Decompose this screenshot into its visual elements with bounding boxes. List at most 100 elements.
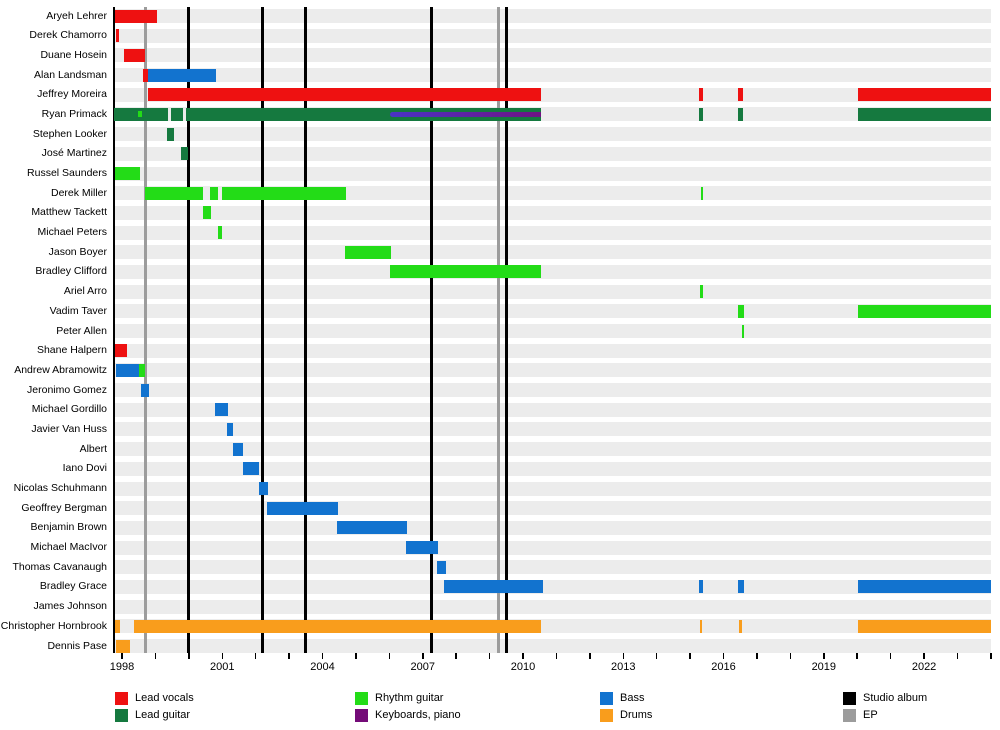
bar-rhythm-guitar: [737, 304, 744, 318]
legend-label-keyboards-piano: Keyboards, piano: [375, 709, 461, 721]
bar-bass: [259, 482, 269, 495]
bar-drums: [114, 619, 120, 633]
bar-bass: [232, 442, 243, 456]
bar-lead-vocals: [142, 68, 149, 82]
axis-tick: [288, 653, 290, 659]
axis-tick: [121, 653, 123, 659]
row-band: [114, 284, 991, 299]
bar-lead-vocals: [737, 88, 743, 102]
legend-label-ep: EP: [863, 709, 878, 721]
bar-bass: [336, 521, 408, 535]
row-band: [114, 579, 991, 594]
row-band: [114, 68, 991, 83]
row-band: [114, 127, 991, 142]
member-label: James Johnson: [33, 600, 107, 613]
member-label: Ryan Primack: [41, 107, 107, 120]
y-axis-line: [113, 7, 115, 653]
bar-bass: [737, 580, 744, 594]
bar-drums: [857, 619, 991, 633]
row-band: [114, 461, 991, 476]
axis-tick: [488, 653, 491, 659]
row-band: [114, 540, 991, 555]
bar-drums: [700, 619, 703, 633]
legend-swatch-lead-vocals: [115, 692, 128, 705]
bar-rhythm-guitar: [139, 363, 146, 377]
member-label: Albert: [79, 442, 107, 455]
studio-album-line: [187, 7, 191, 653]
member-label: Alan Landsman: [34, 68, 107, 81]
member-label: Peter Allen: [56, 324, 107, 337]
member-label: Aryeh Lehrer: [46, 9, 107, 22]
row-band: [114, 28, 991, 43]
axis-tick: [221, 653, 223, 659]
axis-year-label: 2007: [410, 661, 435, 673]
row-band: [114, 245, 991, 260]
bar-drums: [115, 639, 131, 653]
member-label: Russel Saunders: [27, 167, 107, 179]
axis-tick: [990, 653, 992, 659]
axis-tick: [188, 653, 190, 659]
member-label: Geoffrey Bergman: [21, 501, 107, 514]
axis-year-label: 2013: [611, 661, 636, 673]
member-label: Iano Dovi: [62, 462, 107, 475]
legend-swatch-studio-album: [843, 692, 856, 705]
legend-swatch-lead-guitar: [115, 709, 128, 722]
axis-tick: [722, 653, 725, 659]
axis-tick: [823, 653, 825, 659]
axis-tick: [889, 653, 892, 659]
bar-bass: [242, 462, 259, 476]
bar-drums: [738, 619, 742, 633]
axis-tick: [956, 653, 959, 659]
bar-bass: [148, 68, 216, 82]
axis-year-label: 2016: [711, 661, 736, 673]
axis-tick: [522, 653, 524, 659]
legend-swatch-ep: [843, 709, 856, 722]
bar-rhythm-guitar: [217, 226, 222, 240]
legend-label-studio-album: Studio album: [863, 692, 928, 704]
row-band: [114, 9, 991, 23]
legend-swatch-drums: [600, 709, 613, 722]
bar-lead-vocals: [114, 9, 158, 23]
axis-year-label: 1998: [109, 661, 135, 673]
row-band: [114, 146, 991, 161]
axis-tick: [455, 653, 457, 659]
bar-keyboards-stripe: [390, 111, 542, 117]
axis-tick: [856, 653, 858, 659]
bar-bass: [857, 580, 991, 594]
member-label: Michael Gordillo: [31, 403, 107, 416]
member-label: Christopher Hornbrook: [0, 619, 107, 632]
bar-lead-guitar: [857, 107, 991, 121]
member-label: Derek Miller: [50, 186, 107, 199]
member-label: Stephen Looker: [32, 127, 107, 140]
axis-tick: [655, 653, 658, 659]
member-label: Ariel Arro: [63, 285, 107, 298]
member-label: Derek Chamorro: [29, 29, 107, 42]
bar-drums: [134, 619, 542, 633]
member-label: Javier Van Huss: [31, 422, 107, 435]
bar-rhythm-guitar: [114, 167, 141, 180]
axis-tick: [422, 653, 424, 659]
bar-lead-guitar: [181, 147, 188, 161]
axis-year-label: 2001: [210, 661, 235, 673]
row-band: [114, 481, 991, 496]
row-band: [114, 205, 991, 220]
member-label: Dennis Pase: [47, 639, 107, 652]
row-band: [114, 264, 991, 279]
member-label: Thomas Cavanaugh: [12, 560, 107, 573]
axis-tick: [254, 653, 257, 659]
row-band: [114, 48, 991, 63]
row-band: [114, 422, 991, 437]
studio-album-line: [260, 7, 264, 653]
axis-tick: [789, 653, 792, 659]
bar-bass: [267, 501, 338, 515]
bar-rhythm-guitar: [145, 186, 203, 200]
member-label: Jeronimo Gomez: [27, 383, 107, 396]
axis-year-label: 2004: [310, 661, 335, 673]
row-band: [114, 501, 991, 516]
bar-rhythm-guitar: [700, 285, 704, 299]
axis-tick: [689, 653, 691, 659]
axis-tick: [589, 653, 591, 659]
legend-swatch-rhythm-guitar: [355, 692, 368, 705]
axis-tick: [154, 653, 157, 659]
